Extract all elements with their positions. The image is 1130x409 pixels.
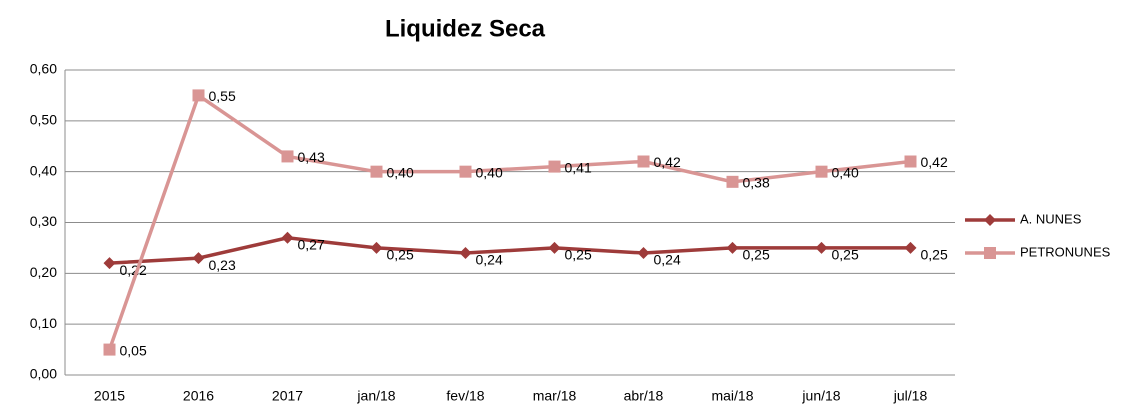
- value-label: 0,05: [120, 342, 147, 358]
- marker: [103, 257, 116, 270]
- x-tick-label: 2015: [94, 388, 125, 404]
- x-tick-label: abr/18: [624, 388, 664, 404]
- value-label: 0,41: [565, 159, 592, 175]
- y-tick-label: 0,60: [30, 61, 57, 77]
- x-tick-label: mai/18: [711, 388, 753, 404]
- x-tick-label: 2016: [183, 388, 214, 404]
- value-label: 0,40: [387, 164, 414, 180]
- value-label: 0,23: [209, 257, 236, 273]
- marker: [192, 252, 205, 265]
- value-label: 0,38: [743, 175, 770, 191]
- x-tick-label: jan/18: [356, 388, 395, 404]
- marker: [815, 241, 828, 254]
- x-tick-label: fev/18: [446, 388, 484, 404]
- marker: [984, 247, 996, 259]
- marker: [459, 165, 472, 178]
- marker: [192, 89, 205, 102]
- series-line: [107, 92, 911, 351]
- value-label: 0,22: [120, 262, 147, 278]
- value-label: 0,25: [921, 247, 948, 263]
- value-label: 0,40: [476, 164, 503, 180]
- marker: [548, 160, 561, 173]
- value-label: 0,40: [832, 164, 859, 180]
- x-tick-label: jun/18: [801, 388, 840, 404]
- marker: [984, 214, 996, 226]
- marker: [103, 343, 116, 356]
- y-tick-label: 0,40: [30, 162, 57, 178]
- marker: [904, 155, 917, 168]
- value-label: 0,25: [387, 247, 414, 263]
- value-label: 0,25: [743, 247, 770, 263]
- value-label: 0,42: [654, 154, 681, 170]
- value-label: 0,25: [565, 247, 592, 263]
- marker: [459, 247, 472, 259]
- marker: [281, 150, 294, 163]
- series-line: [109, 235, 911, 265]
- legend-label: PETRONUNES: [1020, 244, 1111, 259]
- y-tick-label: 0,10: [30, 315, 57, 331]
- value-label: 0,27: [298, 236, 325, 252]
- value-label: 0,24: [654, 252, 681, 268]
- marker: [815, 165, 828, 178]
- value-label: 0,55: [209, 88, 236, 104]
- marker: [637, 155, 650, 168]
- value-label: 0,24: [476, 252, 503, 268]
- value-label: 0,43: [298, 149, 325, 165]
- value-label: 0,25: [832, 247, 859, 263]
- marker: [370, 165, 383, 178]
- marker: [726, 175, 739, 188]
- x-tick-label: jul/18: [893, 388, 928, 404]
- marker: [637, 247, 650, 259]
- y-tick-label: 0,00: [30, 366, 57, 382]
- chart-title: Liquidez Seca: [385, 15, 546, 42]
- marker: [370, 241, 383, 254]
- y-tick-label: 0,50: [30, 112, 57, 128]
- marker: [904, 241, 917, 254]
- marker: [548, 241, 561, 254]
- x-tick-label: mar/18: [533, 388, 577, 404]
- x-tick-label: 2017: [272, 388, 303, 404]
- value-label: 0,42: [921, 154, 948, 170]
- marker: [281, 231, 294, 244]
- marker: [726, 241, 739, 254]
- y-tick-label: 0,20: [30, 264, 57, 280]
- legend-label: A. NUNES: [1020, 211, 1082, 226]
- y-tick-label: 0,30: [30, 213, 57, 229]
